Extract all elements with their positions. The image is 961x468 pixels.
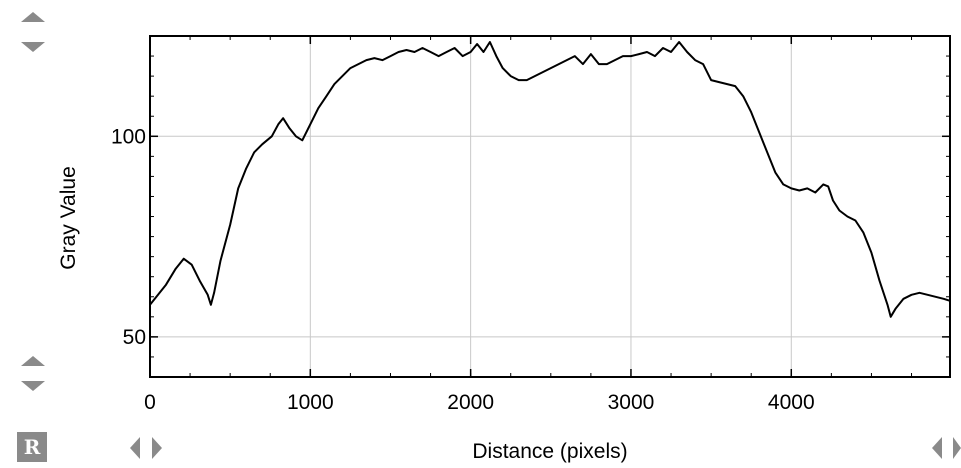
y-tick-label: 50	[123, 326, 146, 349]
x-tick-label: 3000	[608, 391, 655, 414]
y-zoom-up-arrow-icon[interactable]	[21, 12, 45, 22]
x-axis-label: Distance (pixels)	[472, 440, 627, 463]
reset-range-button[interactable]: R	[17, 432, 47, 462]
y-axis-label: Gray Value	[57, 166, 80, 270]
y-tick-label: 100	[111, 125, 146, 148]
y-zoom-down-arrow-icon[interactable]	[21, 42, 45, 52]
x-tick-label: 0	[144, 391, 156, 414]
plot-area	[150, 36, 950, 377]
x-scroll-right-arrow-icon[interactable]	[152, 437, 162, 459]
x-tick-label: 4000	[768, 391, 815, 414]
x-scroll-left-arrow-icon[interactable]	[130, 437, 140, 459]
x-zoom-right-arrow-icon[interactable]	[953, 437, 961, 459]
x-zoom-left-arrow-icon[interactable]	[932, 437, 942, 459]
y-scroll-down-arrow-icon[interactable]	[21, 381, 45, 391]
x-tick-label: 1000	[287, 391, 334, 414]
y-scroll-up-arrow-icon[interactable]	[21, 356, 45, 366]
x-tick-label: 2000	[447, 391, 494, 414]
